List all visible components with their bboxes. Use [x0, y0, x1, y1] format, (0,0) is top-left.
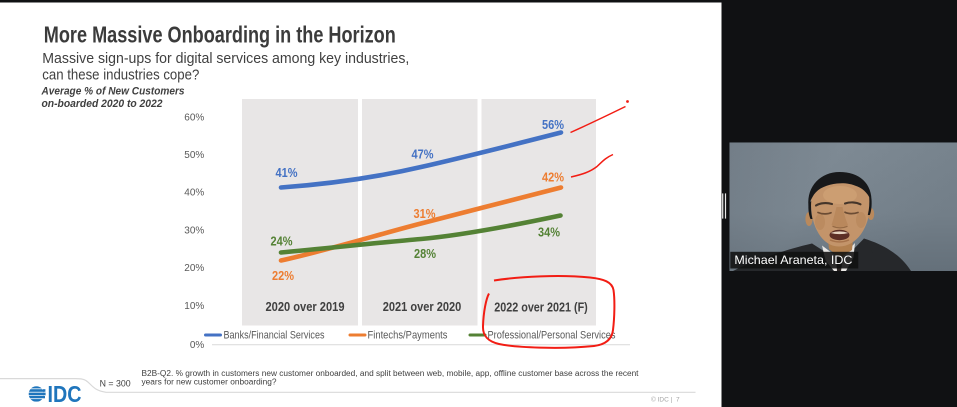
svg-text:50%: 50% — [184, 150, 204, 161]
svg-text:30%: 30% — [184, 225, 204, 236]
svg-text:2020 over 2019: 2020 over 2019 — [266, 300, 345, 314]
svg-text:can these industries cope?: can these industries cope? — [42, 67, 199, 84]
svg-text:2022 over 2021 (F): 2022 over 2021 (F) — [494, 301, 588, 315]
svg-text:22%: 22% — [272, 268, 294, 283]
svg-text:31%: 31% — [414, 206, 436, 221]
svg-text:24%: 24% — [271, 234, 293, 249]
svg-text:N = 300: N = 300 — [100, 378, 131, 388]
svg-text:0%: 0% — [190, 340, 205, 351]
svg-text:41%: 41% — [276, 165, 298, 180]
svg-text:Professional/Personal Services: Professional/Personal Services — [488, 330, 616, 342]
svg-text:56%: 56% — [542, 117, 564, 132]
svg-text:10%: 10% — [184, 301, 204, 312]
svg-text:2021 over 2020: 2021 over 2020 — [383, 300, 462, 314]
svg-text:40%: 40% — [184, 188, 204, 199]
svg-text:Michael Araneta, IDC: Michael Araneta, IDC — [734, 253, 852, 267]
svg-text:Average % of New Customers: Average % of New Customers — [41, 86, 185, 98]
svg-text:Banks/Financial Services: Banks/Financial Services — [224, 330, 325, 342]
svg-text:7: 7 — [676, 396, 680, 403]
svg-text:42%: 42% — [542, 170, 564, 185]
svg-text:20%: 20% — [184, 263, 204, 274]
svg-text:IDC: IDC — [48, 381, 82, 407]
svg-text:B2B-Q2. % growth in customers: B2B-Q2. % growth in customers new custom… — [142, 369, 640, 378]
svg-text:Massive sign-ups for digital s: Massive sign-ups for digital services am… — [42, 50, 409, 67]
svg-text:on-boarded 2020 to 2022: on-boarded 2020 to 2022 — [42, 98, 164, 110]
svg-text:28%: 28% — [414, 246, 436, 261]
svg-text:© IDC |: © IDC | — [651, 395, 673, 403]
svg-text:More Massive Onboarding in the: More Massive Onboarding in the Horizon — [44, 22, 396, 48]
svg-text:Fintechs/Payments: Fintechs/Payments — [368, 330, 448, 342]
svg-text:34%: 34% — [538, 225, 560, 240]
svg-text:47%: 47% — [412, 147, 434, 162]
svg-text:years for new customer onboard: years for new customer onboarding? — [142, 378, 278, 387]
svg-text:60%: 60% — [184, 112, 204, 123]
